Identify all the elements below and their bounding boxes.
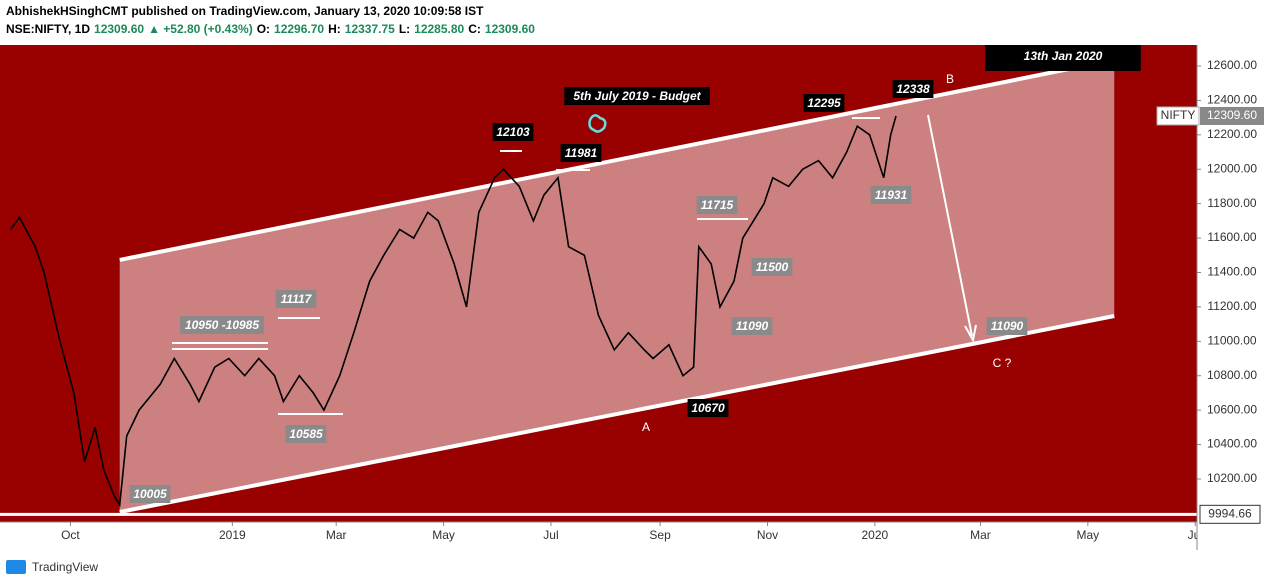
y-tick-label: 12000.00 <box>1207 161 1257 175</box>
series-tag-box <box>1156 106 1200 126</box>
footer-brand: TradingView <box>32 560 98 574</box>
x-tick-label: 2020 <box>862 528 889 542</box>
header-field: 12309.60 <box>94 22 144 36</box>
annotation: 10585 <box>289 427 323 441</box>
annotation: B <box>946 72 954 86</box>
annotation: 11981 <box>565 146 598 160</box>
last-price-box <box>1200 106 1264 125</box>
x-axis: Oct 2019 Mar May Jul Sep Nov 2020 Mar May Jul <box>61 522 1203 542</box>
header-field: L: <box>399 22 410 36</box>
price-line <box>9 115 897 508</box>
annotation-box <box>285 425 327 443</box>
annotation-box <box>986 317 1028 335</box>
annotation-box <box>687 399 729 417</box>
annotation: 5th July 2019 - Budget <box>573 89 701 103</box>
annotation: 11090 <box>736 319 769 333</box>
annotation-box <box>803 94 845 112</box>
projection-arrow <box>927 114 973 337</box>
annotation: A <box>642 420 650 434</box>
annotation-box <box>731 317 773 335</box>
annotation-box <box>180 316 264 334</box>
x-tick-label: Jul <box>1188 528 1203 542</box>
header-line1: AbhishekHSinghCMT published on TradingVi… <box>6 4 484 18</box>
annotation-box <box>275 290 317 308</box>
annotation: 13th Jan 2020 <box>1024 49 1103 63</box>
y-tick-label: 10200.00 <box>1207 471 1257 485</box>
header-field: O: <box>257 22 270 36</box>
annotation: 11090 <box>991 319 1024 333</box>
header-field: NSE:NIFTY, 1D <box>6 22 90 36</box>
header-line2: NSE:NIFTY, 1D 12309.60 ▲ +52.80 (+0.43%) O:… <box>6 22 535 36</box>
plot: 13th Jan 2020 B 12338 12295 5th July 2019 - … <box>0 45 1197 522</box>
annotation-box <box>564 87 710 105</box>
y-tick-label: 10800.00 <box>1207 368 1257 382</box>
y-tick-label: 12400.00 <box>1207 93 1257 107</box>
annotation: 10950 -10985 <box>185 318 259 332</box>
y-tick-label: 11400.00 <box>1207 265 1256 279</box>
annotation-box <box>492 123 534 141</box>
y-tick-label: 11800.00 <box>1207 196 1256 210</box>
last-price-label: 12309.60 <box>1207 108 1257 122</box>
x-tick-label: Mar <box>970 528 991 542</box>
annotation: 12295 <box>807 96 841 110</box>
header-field: 12285.80 <box>414 22 464 36</box>
x-tick-label: May <box>1077 528 1100 542</box>
x-tick-label: 2019 <box>219 528 246 542</box>
support-box <box>1199 504 1261 524</box>
header-field: 12337.75 <box>345 22 395 36</box>
annotation: 11715 <box>701 198 734 212</box>
header-field: H: <box>328 22 341 36</box>
series-tag: NIFTY <box>1161 108 1196 122</box>
x-tick-label: Jul <box>543 528 558 542</box>
y-tick-label: 12600.00 <box>1207 58 1257 72</box>
header-field: 12309.60 <box>485 22 535 36</box>
annotation: 11500 <box>756 260 789 274</box>
header-field: ▲ +52.80 (+0.43%) <box>148 22 253 36</box>
x-tick-label: Nov <box>757 528 778 542</box>
annotation: 10670 <box>691 401 725 415</box>
y-tick-label: 11000.00 <box>1207 333 1256 347</box>
channel-line <box>119 314 1115 514</box>
x-tick-label: Sep <box>649 528 671 542</box>
x-tick-label: Mar <box>326 528 347 542</box>
y-tick-label: 12200.00 <box>1207 127 1257 141</box>
channel-fill <box>119 59 1115 513</box>
annotation: 11931 <box>875 188 908 202</box>
annotation: 12103 <box>496 125 530 139</box>
logo-icon <box>6 560 26 574</box>
annotation: 12338 <box>896 82 930 96</box>
x-tick-label: Oct <box>61 528 80 542</box>
header-field: C: <box>468 22 481 36</box>
annotation-box <box>892 80 934 98</box>
budget-icon <box>588 114 607 133</box>
annotation-box <box>129 485 171 503</box>
channel-line <box>119 58 1115 262</box>
annotation: 11117 <box>281 292 313 306</box>
annotation-box <box>751 258 793 276</box>
annotation-box <box>696 196 738 214</box>
header-field: 12296.70 <box>274 22 324 36</box>
y-tick-label: 10400.00 <box>1207 437 1257 451</box>
x-tick-label: May <box>432 528 455 542</box>
annotation-box <box>870 186 912 204</box>
support-label: 9994.66 <box>1208 506 1252 520</box>
annotation-box <box>560 144 602 162</box>
annotation-box <box>985 45 1141 71</box>
annotation: C ? <box>993 356 1012 370</box>
arrow-head <box>964 324 977 343</box>
annotation: 10005 <box>133 487 167 501</box>
y-tick-label: 10600.00 <box>1207 402 1257 416</box>
y-tick-label: 11200.00 <box>1207 299 1256 313</box>
y-tick-label: 11600.00 <box>1207 230 1256 244</box>
